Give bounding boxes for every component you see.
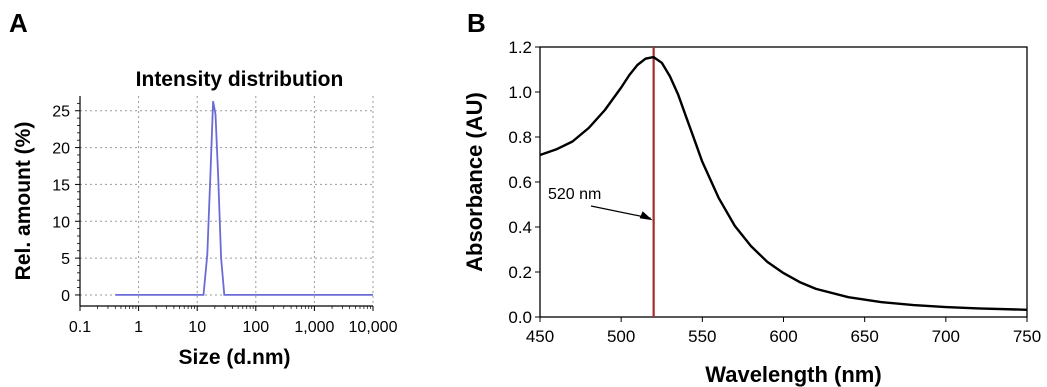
- x-tick-label: 600: [769, 327, 797, 346]
- x-tick-label: 1,000: [294, 319, 334, 336]
- x-tick-label: 500: [607, 327, 635, 346]
- chart-title: Intensity distribution: [136, 68, 344, 91]
- x-axis-label: Wavelength (nm): [705, 362, 881, 387]
- y-tick-label: 20: [52, 141, 70, 158]
- y-tick-label: 0.4: [508, 218, 532, 237]
- x-tick-label: 10: [188, 319, 206, 336]
- y-axis-label: Rel. amount (%): [12, 122, 35, 281]
- x-tick-label: 550: [688, 327, 716, 346]
- size-distribution-chart: 0 5 10 15 20 25 0.1 1 10 100 1,000 10,000 Intensity …: [12, 68, 398, 369]
- distribution-line: [115, 101, 373, 296]
- annotation-arrowhead: [639, 211, 653, 221]
- y-tick-label: 25: [52, 104, 70, 121]
- y-tick-label: 0.6: [508, 173, 532, 192]
- plot-frame: [539, 46, 1028, 318]
- x-tick-label: 0.1: [69, 319, 91, 336]
- y-tick-label: 0.8: [508, 128, 532, 147]
- y-tick-label: 1.2: [508, 38, 532, 57]
- y-tick-label: 1.0: [508, 83, 532, 102]
- x-tick-label: 700: [932, 327, 960, 346]
- y-tick-label: 0.0: [508, 308, 532, 327]
- y-tick-label: 15: [52, 177, 70, 194]
- y-axis-label: Absorbance (AU): [462, 92, 487, 272]
- x-tick-label: 100: [242, 319, 269, 336]
- y-tick-label: 10: [52, 214, 70, 231]
- absorbance-curve: [539, 55, 1028, 311]
- y-tick-label: 0: [61, 288, 70, 305]
- x-tick-label: 750: [1013, 327, 1041, 346]
- x-tick-label: 1: [134, 319, 143, 336]
- panel-b-letter: B: [467, 8, 486, 38]
- panel-a-letter: A: [9, 8, 28, 38]
- x-tick-label: 650: [850, 327, 878, 346]
- x-axis-label: Size (d.nm): [178, 346, 290, 369]
- y-tick-label: 0.2: [508, 263, 532, 282]
- peak-annotation-label: 520 nm: [548, 186, 601, 203]
- x-tick-label: 10,000: [349, 319, 398, 336]
- y-tick-label: 5: [61, 251, 70, 268]
- x-tick-label: 450: [526, 327, 554, 346]
